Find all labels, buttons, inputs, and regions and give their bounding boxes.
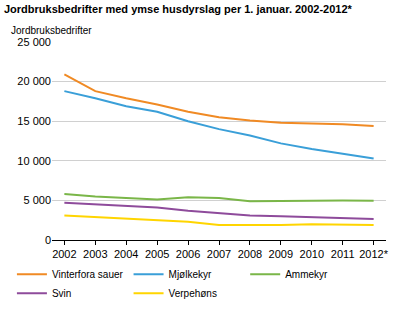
svg-text:Jordbruksbedrifter med ymse hu: Jordbruksbedrifter med ymse husdyrslag p… — [4, 3, 353, 15]
svg-text:Vinterfora sauer: Vinterfora sauer — [52, 269, 124, 280]
svg-text:2002: 2002 — [52, 248, 76, 260]
svg-text:2004: 2004 — [114, 248, 138, 260]
svg-text:2005: 2005 — [145, 248, 169, 260]
svg-text:2012*: 2012* — [359, 248, 388, 260]
svg-text:15 000: 15 000 — [17, 115, 51, 127]
svg-text:Ammekyr: Ammekyr — [285, 269, 328, 280]
svg-text:Verpehøns: Verpehøns — [169, 288, 217, 299]
svg-text:2009: 2009 — [269, 248, 293, 260]
svg-text:10 000: 10 000 — [17, 155, 51, 167]
svg-text:2011: 2011 — [331, 248, 355, 260]
svg-text:0: 0 — [45, 234, 51, 246]
svg-text:Mjølkekyr: Mjølkekyr — [169, 269, 212, 280]
svg-text:2003: 2003 — [83, 248, 107, 260]
svg-text:5 000: 5 000 — [23, 194, 51, 206]
svg-text:2006: 2006 — [176, 248, 200, 260]
svg-text:20 000: 20 000 — [17, 75, 51, 87]
svg-text:Svin: Svin — [52, 288, 71, 299]
svg-text:Jordbruksbedrifter: Jordbruksbedrifter — [11, 25, 92, 36]
svg-text:25 000: 25 000 — [17, 36, 51, 48]
svg-text:2010: 2010 — [300, 248, 324, 260]
svg-text:2008: 2008 — [238, 248, 262, 260]
svg-text:2007: 2007 — [207, 248, 231, 260]
